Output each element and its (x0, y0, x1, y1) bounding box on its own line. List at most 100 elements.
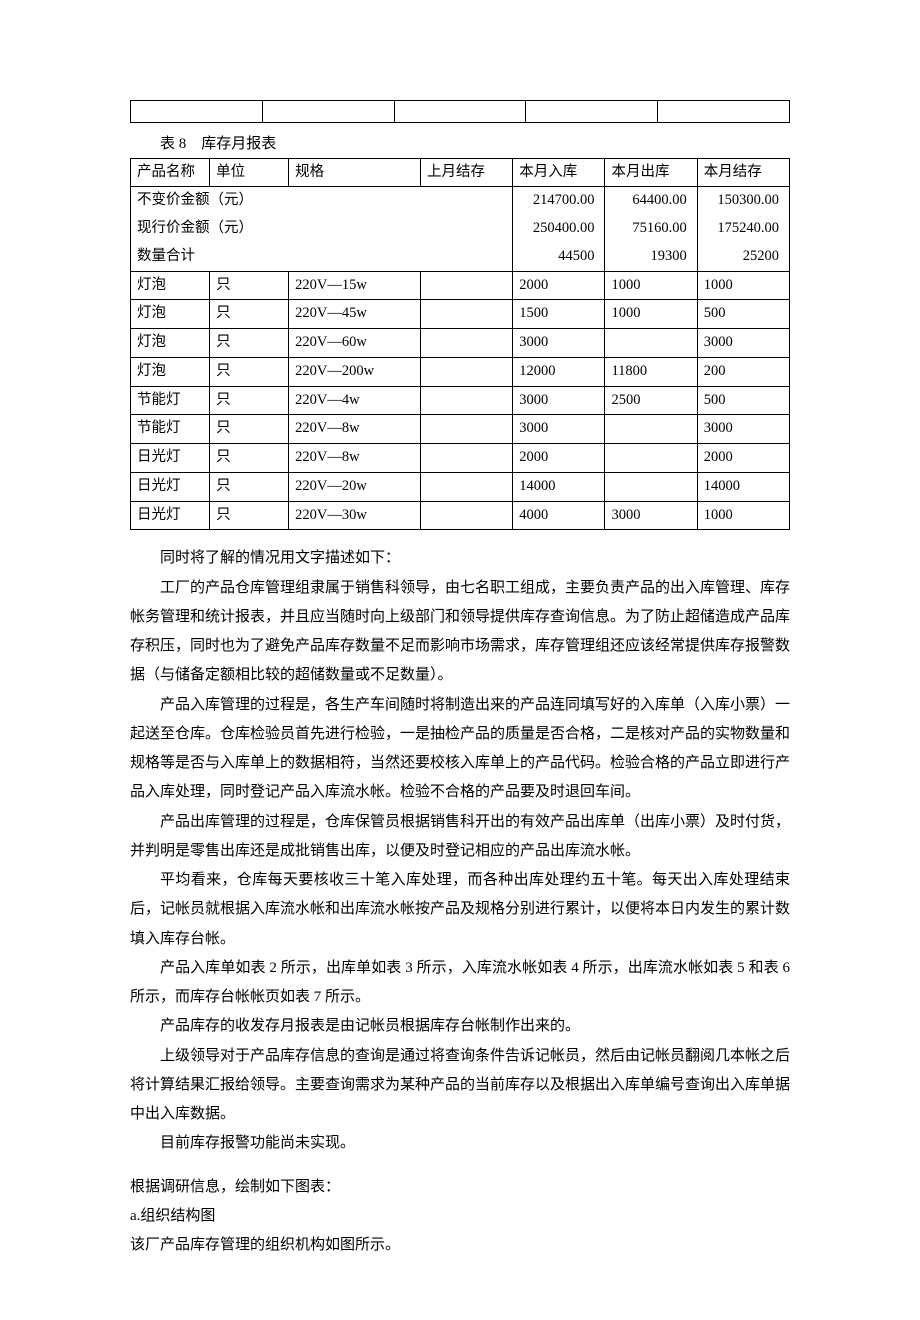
cell-unit: 只 (210, 357, 289, 386)
cell-bal: 3000 (697, 415, 789, 444)
summary-in: 214700.00 (513, 187, 605, 215)
cell-unit: 只 (210, 501, 289, 530)
cell-unit: 只 (210, 415, 289, 444)
th-in: 本月入库 (513, 158, 605, 187)
table-row: 灯泡只220V—15w200010001000 (131, 271, 790, 300)
cell-unit: 只 (210, 300, 289, 329)
paragraph: 目前库存报警功能尚未实现。 (130, 1129, 790, 1158)
tail-line: 根据调研信息，绘制如下图表： (130, 1173, 790, 1202)
table-row: 日光灯只220V—20w 14000 14000 (131, 472, 790, 501)
cell-bal: 500 (697, 386, 789, 415)
cell-unit: 只 (210, 329, 289, 358)
cell-unit: 只 (210, 472, 289, 501)
tail-line: a.组织结构图 (130, 1202, 790, 1231)
cell-spec: 220V—45w (289, 300, 421, 329)
summary-in: 250400.00 (513, 215, 605, 243)
cell-in: 4000 (513, 501, 605, 530)
cell-out (605, 415, 697, 444)
cell-in: 3000 (513, 386, 605, 415)
table-row: 灯泡只220V—200w 1200011800200 (131, 357, 790, 386)
summary-out: 64400.00 (605, 187, 697, 215)
summary-out: 19300 (605, 243, 697, 271)
cell-bal: 2000 (697, 444, 789, 473)
summary-label: 现行价金额（元） (131, 215, 513, 243)
table8-summary-row: 现行价金额（元）250400.0075160.00175240.00 (131, 215, 790, 243)
cell-out: 1000 (605, 300, 697, 329)
cell-spec: 220V—200w (289, 357, 421, 386)
cell-name: 日光灯 (131, 472, 210, 501)
cell-name: 日光灯 (131, 501, 210, 530)
summary-label: 数量合计 (131, 243, 513, 271)
cell-bal: 500 (697, 300, 789, 329)
summary-bal: 150300.00 (697, 187, 789, 215)
th-out: 本月出库 (605, 158, 697, 187)
table-row: 灯泡只220V—60w30003000 (131, 329, 790, 358)
cell-in: 1500 (513, 300, 605, 329)
cell-name: 日光灯 (131, 444, 210, 473)
cell-out: 2500 (605, 386, 697, 415)
cell-in: 12000 (513, 357, 605, 386)
tail-block: 根据调研信息，绘制如下图表：a.组织结构图该厂产品库存管理的组织机构如图所示。 (130, 1173, 790, 1261)
paragraph: 产品出库管理的过程是，仓库保管员根据销售科开出的有效产品出库单（出库小票）及时付… (130, 808, 790, 867)
th-unit: 单位 (210, 158, 289, 187)
th-prev: 上月结存 (420, 158, 512, 187)
cell-in: 2000 (513, 271, 605, 300)
summary-bal: 175240.00 (697, 215, 789, 243)
summary-out: 75160.00 (605, 215, 697, 243)
cell-in: 3000 (513, 329, 605, 358)
cell-bal: 200 (697, 357, 789, 386)
cell-spec: 220V—4w (289, 386, 421, 415)
cell-out: 3000 (605, 501, 697, 530)
cell-bal: 1000 (697, 501, 789, 530)
cell-in: 2000 (513, 444, 605, 473)
cell-out: 1000 (605, 271, 697, 300)
cell-unit: 只 (210, 444, 289, 473)
table8-summary-row: 数量合计445001930025200 (131, 243, 790, 271)
cell-prev (420, 501, 512, 530)
cell-out: 11800 (605, 357, 697, 386)
cell-spec: 220V—20w (289, 472, 421, 501)
th-spec: 规格 (289, 158, 421, 187)
cell-prev (420, 357, 512, 386)
cell-prev (420, 472, 512, 501)
table-row: 日光灯只220V—8w 2000 2000 (131, 444, 790, 473)
cell-name: 灯泡 (131, 271, 210, 300)
paragraph: 平均看来，仓库每天要核收三十笔入库处理，而各种出库处理约五十笔。每天出入库处理结… (130, 866, 790, 954)
th-bal: 本月结存 (697, 158, 789, 187)
cell-spec: 220V—8w (289, 415, 421, 444)
cell-name: 节能灯 (131, 386, 210, 415)
summary-in: 44500 (513, 243, 605, 271)
summary-bal: 25200 (697, 243, 789, 271)
table8-caption: 表 8 库存月报表 (130, 133, 790, 156)
cell-spec: 220V—30w (289, 501, 421, 530)
paragraph: 产品库存的收发存月报表是由记帐员根据库存台帐制作出来的。 (130, 1012, 790, 1041)
th-name: 产品名称 (131, 158, 210, 187)
table-row: 日光灯只220V—30w 400030001000 (131, 501, 790, 530)
cell-bal: 14000 (697, 472, 789, 501)
cell-prev (420, 300, 512, 329)
table-row: 节能灯只220V—4w 30002500500 (131, 386, 790, 415)
tail-line: 该厂产品库存管理的组织机构如图所示。 (130, 1231, 790, 1260)
cell-in: 3000 (513, 415, 605, 444)
paragraph: 产品入库单如表 2 所示，出库单如表 3 所示，入库流水帐如表 4 所示，出库流… (130, 954, 790, 1013)
cell-bal: 1000 (697, 271, 789, 300)
cell-spec: 220V—15w (289, 271, 421, 300)
table-row: 节能灯只220V—8w 3000 3000 (131, 415, 790, 444)
cell-prev (420, 444, 512, 473)
table8-summary-row: 不变价金额（元）214700.0064400.00150300.00 (131, 187, 790, 215)
cell-spec: 220V—8w (289, 444, 421, 473)
cell-out (605, 444, 697, 473)
summary-label: 不变价金额（元） (131, 187, 513, 215)
table8: 产品名称 单位 规格 上月结存 本月入库 本月出库 本月结存 不变价金额（元）2… (130, 158, 790, 531)
cell-in: 14000 (513, 472, 605, 501)
cell-name: 灯泡 (131, 357, 210, 386)
paragraph: 产品入库管理的过程是，各生产车间随时将制造出来的产品连同填写好的入库单（入库小票… (130, 691, 790, 808)
cell-prev (420, 271, 512, 300)
cell-unit: 只 (210, 386, 289, 415)
cell-name: 节能灯 (131, 415, 210, 444)
cell-unit: 只 (210, 271, 289, 300)
cell-out (605, 472, 697, 501)
paragraph: 上级领导对于产品库存信息的查询是通过将查询条件告诉记帐员，然后由记帐员翻阅几本帐… (130, 1042, 790, 1130)
table-row: 灯泡只220V—45w15001000500 (131, 300, 790, 329)
cell-bal: 3000 (697, 329, 789, 358)
